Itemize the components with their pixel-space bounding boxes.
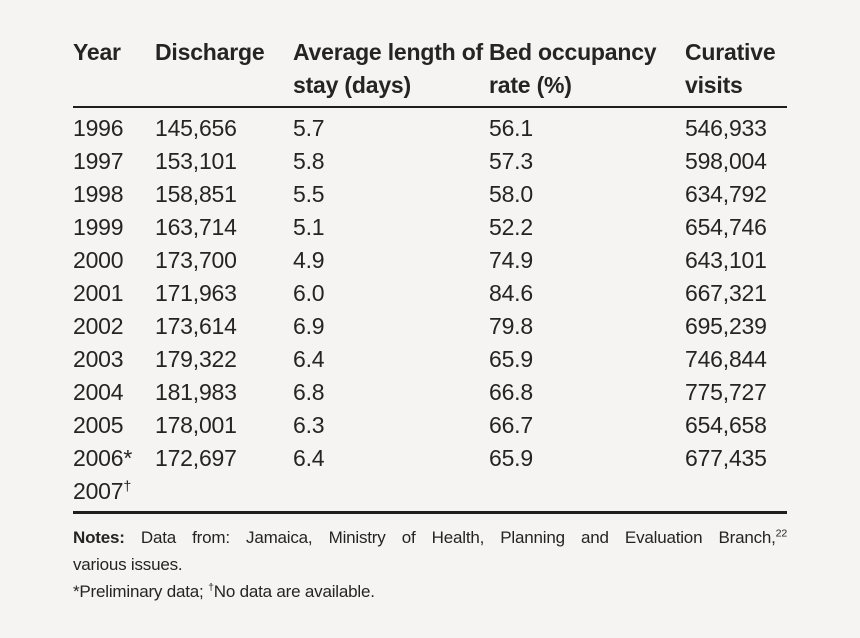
cell-discharge [155, 475, 293, 513]
cell-year: 2007† [73, 478, 132, 504]
cell-discharge: 178,001 [155, 412, 237, 438]
cell-discharge: 173,700 [155, 247, 237, 273]
table-row: 1998 158,851 5.5 58.0 634,792 [73, 178, 787, 211]
cell-discharge: 172,697 [155, 445, 237, 471]
cell-discharge: 181,983 [155, 379, 237, 405]
cell-bed-occupancy-rate: 52.2 [489, 214, 533, 240]
cell-bed-occupancy-rate: 84.6 [489, 280, 533, 306]
cell-curative-visits [685, 475, 787, 513]
cell-year: 1996 [73, 115, 124, 141]
cell-bed-occupancy-rate: 74.9 [489, 247, 533, 273]
cell-avg-length-of-stay: 6.9 [293, 313, 325, 339]
cell-year: 2000 [73, 247, 124, 273]
cell-curative-visits: 634,792 [685, 181, 767, 207]
cell-avg-length-of-stay: 5.8 [293, 148, 325, 174]
table-row: 2007† [73, 475, 787, 513]
col-header-discharge: Discharge [155, 34, 293, 108]
cell-discharge: 171,963 [155, 280, 237, 306]
cell-year: 1998 [73, 181, 124, 207]
cell-curative-visits: 654,746 [685, 214, 767, 240]
cell-year: 2006* [73, 445, 133, 471]
table-row: 1996 145,656 5.7 56.1 546,933 [73, 107, 787, 145]
col-header-bed-occupancy-rate: Bed occupancy rate (%) [489, 34, 685, 108]
notes-source-line: Notes: Data from: Jamaica, Ministry of H… [73, 524, 787, 551]
cell-avg-length-of-stay: 5.1 [293, 214, 325, 240]
table-row: 1997 153,101 5.8 57.3 598,004 [73, 145, 787, 178]
cell-discharge: 173,614 [155, 313, 237, 339]
cell-discharge: 153,101 [155, 148, 237, 174]
cell-year: 2005 [73, 412, 124, 438]
cell-bed-occupancy-rate [489, 475, 685, 513]
cell-year: 2002 [73, 313, 124, 339]
cell-curative-visits: 775,727 [685, 379, 767, 405]
footnote-no-data: No data are available. [213, 582, 375, 601]
cell-curative-visits: 695,239 [685, 313, 767, 339]
dagger-marker: † [123, 478, 132, 495]
col-header-avg-length-of-stay: Average length of stay (days) [293, 34, 489, 108]
cell-curative-visits: 654,658 [685, 412, 767, 438]
cell-curative-visits: 746,844 [685, 346, 767, 372]
cell-avg-length-of-stay: 5.5 [293, 181, 325, 207]
cell-avg-length-of-stay: 6.3 [293, 412, 325, 438]
health-statistics-table-block: Year Discharge Average length of stay (d… [73, 34, 787, 605]
cell-bed-occupancy-rate: 57.3 [489, 148, 533, 174]
cell-year: 1997 [73, 148, 124, 174]
cell-curative-visits: 546,933 [685, 115, 767, 141]
table-header: Year Discharge Average length of stay (d… [73, 34, 787, 108]
footnote-preliminary: *Preliminary data; [73, 582, 209, 601]
cell-bed-occupancy-rate: 79.8 [489, 313, 533, 339]
cell-bed-occupancy-rate: 65.9 [489, 445, 533, 471]
health-statistics-table: Year Discharge Average length of stay (d… [73, 34, 787, 514]
cell-avg-length-of-stay: 6.0 [293, 280, 325, 306]
notes-label: Notes: [73, 528, 125, 547]
cell-discharge: 163,714 [155, 214, 237, 240]
footnote-dagger-symbol: † [208, 581, 214, 594]
cell-year: 2004 [73, 379, 124, 405]
cell-curative-visits: 598,004 [685, 148, 767, 174]
cell-bed-occupancy-rate: 65.9 [489, 346, 533, 372]
cell-avg-length-of-stay [293, 475, 489, 513]
cell-bed-occupancy-rate: 56.1 [489, 115, 533, 141]
cell-curative-visits: 677,435 [685, 445, 767, 471]
table-row: 2005 178,001 6.3 66.7 654,658 [73, 409, 787, 442]
table-row: 2004 181,983 6.8 66.8 775,727 [73, 376, 787, 409]
header-row: Year Discharge Average length of stay (d… [73, 34, 787, 108]
notes-source-text: Data from: Jamaica, Ministry of Health, … [140, 528, 776, 547]
cell-bed-occupancy-rate: 58.0 [489, 181, 533, 207]
cell-year: 2001 [73, 280, 124, 306]
table-notes: Notes: Data from: Jamaica, Ministry of H… [73, 524, 787, 605]
table-row: 2001 171,963 6.0 84.6 667,321 [73, 277, 787, 310]
table-row: 2002 173,614 6.9 79.8 695,239 [73, 310, 787, 343]
cell-curative-visits: 643,101 [685, 247, 767, 273]
cell-avg-length-of-stay: 4.9 [293, 247, 325, 273]
cell-discharge: 158,851 [155, 181, 237, 207]
cell-curative-visits: 667,321 [685, 280, 767, 306]
cell-discharge: 179,322 [155, 346, 237, 372]
table-row: 2000 173,700 4.9 74.9 643,101 [73, 244, 787, 277]
col-header-curative-visits: Curative visits [685, 34, 787, 108]
table-body: 1996 145,656 5.7 56.1 546,933 1997 153,101 5.8 5… [73, 107, 787, 513]
cell-avg-length-of-stay: 6.4 [293, 445, 325, 471]
table-row: 1999 163,714 5.1 52.2 654,746 [73, 211, 787, 244]
notes-footnotes: *Preliminary data; †No data are availabl… [73, 578, 787, 605]
cell-avg-length-of-stay: 6.4 [293, 346, 325, 372]
cell-year: 1999 [73, 214, 124, 240]
cell-bed-occupancy-rate: 66.8 [489, 379, 533, 405]
cell-discharge: 145,656 [155, 115, 237, 141]
table-row: 2006* 172,697 6.4 65.9 677,435 [73, 442, 787, 475]
notes-reference-number: 22 [775, 527, 788, 540]
cell-bed-occupancy-rate: 66.7 [489, 412, 533, 438]
table-row: 2003 179,322 6.4 65.9 746,844 [73, 343, 787, 376]
cell-avg-length-of-stay: 6.8 [293, 379, 325, 405]
col-header-year: Year [73, 34, 155, 108]
cell-avg-length-of-stay: 5.7 [293, 115, 325, 141]
notes-source-continued: various issues. [73, 555, 183, 574]
cell-year: 2003 [73, 346, 124, 372]
